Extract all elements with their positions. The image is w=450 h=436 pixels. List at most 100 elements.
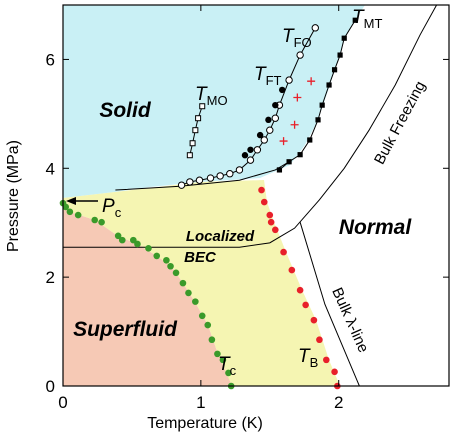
point — [192, 127, 199, 134]
point — [153, 252, 161, 260]
point — [272, 101, 279, 109]
point — [296, 286, 304, 294]
point — [216, 172, 224, 180]
region-label: Normal — [339, 216, 413, 239]
point — [118, 236, 126, 244]
point — [172, 269, 180, 277]
pc-sub: c — [115, 205, 122, 220]
point — [91, 216, 99, 224]
point — [199, 103, 206, 110]
x-axis-title: Temperature (K) — [147, 415, 263, 432]
point — [278, 86, 286, 94]
point — [337, 52, 343, 58]
point — [272, 226, 279, 234]
point — [296, 51, 304, 59]
point — [315, 117, 321, 123]
series-label-sub: FO — [294, 35, 312, 50]
phase-boundary — [115, 161, 290, 191]
point — [260, 136, 268, 144]
point — [134, 240, 141, 248]
plot-frame — [62, 4, 450, 387]
point — [66, 208, 74, 216]
series-label-sub: B — [310, 355, 319, 370]
point — [186, 152, 193, 159]
series-label: TB — [298, 346, 318, 370]
y-tick-label: 6 — [46, 50, 55, 69]
x-tick-label: 0 — [58, 393, 67, 412]
point — [341, 35, 347, 41]
point — [260, 198, 268, 206]
series-line — [181, 27, 316, 186]
point — [266, 211, 274, 219]
point — [241, 152, 249, 159]
series-label: TFO — [282, 26, 312, 50]
superfluid-region — [63, 198, 232, 386]
series-label-main: T — [352, 7, 365, 28]
point — [185, 289, 192, 297]
solid-region — [63, 5, 365, 198]
point — [265, 116, 272, 124]
region-label: BEC — [184, 249, 217, 266]
point — [62, 203, 70, 211]
point — [225, 369, 232, 377]
series-label: TFT — [254, 64, 282, 88]
series-label-sub: MO — [207, 93, 228, 108]
annotation: Bulk Freezing — [371, 78, 429, 167]
point — [290, 120, 299, 129]
point — [208, 336, 216, 344]
point — [285, 76, 293, 84]
series-label-main: T — [254, 64, 267, 85]
series-label-sub: c — [230, 363, 237, 378]
point — [189, 140, 196, 147]
series-label: TMT — [352, 7, 382, 31]
series-label-main: T — [218, 354, 231, 375]
point — [253, 146, 262, 154]
point — [310, 316, 318, 324]
pc-main: P — [102, 196, 115, 217]
point — [179, 279, 187, 287]
point — [307, 77, 316, 86]
point — [258, 186, 265, 194]
point — [256, 131, 264, 139]
point — [98, 218, 105, 226]
point — [352, 17, 358, 23]
x-tick-label: 2 — [334, 393, 343, 412]
pc-label: Pc — [102, 196, 122, 220]
y-tick-label: 4 — [46, 159, 55, 178]
point — [195, 115, 202, 122]
point — [192, 298, 199, 305]
point — [247, 146, 254, 153]
phase-boundary — [63, 4, 438, 248]
point — [323, 356, 330, 364]
point — [226, 170, 234, 178]
point — [331, 67, 338, 73]
point — [286, 159, 292, 165]
plot — [59, 4, 438, 390]
y-tick-label: 2 — [46, 268, 55, 287]
point — [326, 82, 332, 88]
region-label: Localized — [186, 228, 255, 245]
point — [219, 356, 227, 364]
series-label: TMO — [195, 84, 228, 108]
annotation: Bulk λ-line — [328, 285, 372, 355]
point — [297, 152, 303, 158]
pc-arrowhead — [66, 197, 76, 205]
point — [145, 244, 152, 252]
point — [302, 301, 309, 309]
series-label-sub: MT — [364, 16, 383, 31]
point — [266, 126, 274, 134]
region-label: Solid — [99, 99, 152, 122]
series-label: Tc — [218, 354, 237, 378]
point — [177, 181, 186, 189]
point — [307, 137, 313, 143]
point — [186, 178, 194, 186]
point — [114, 232, 122, 240]
series-label-main: T — [298, 346, 311, 367]
series-label-main: T — [195, 84, 208, 105]
point — [311, 24, 319, 32]
y-tick-label: 0 — [46, 377, 55, 396]
point — [163, 256, 170, 264]
point — [316, 336, 323, 344]
point — [279, 137, 288, 146]
